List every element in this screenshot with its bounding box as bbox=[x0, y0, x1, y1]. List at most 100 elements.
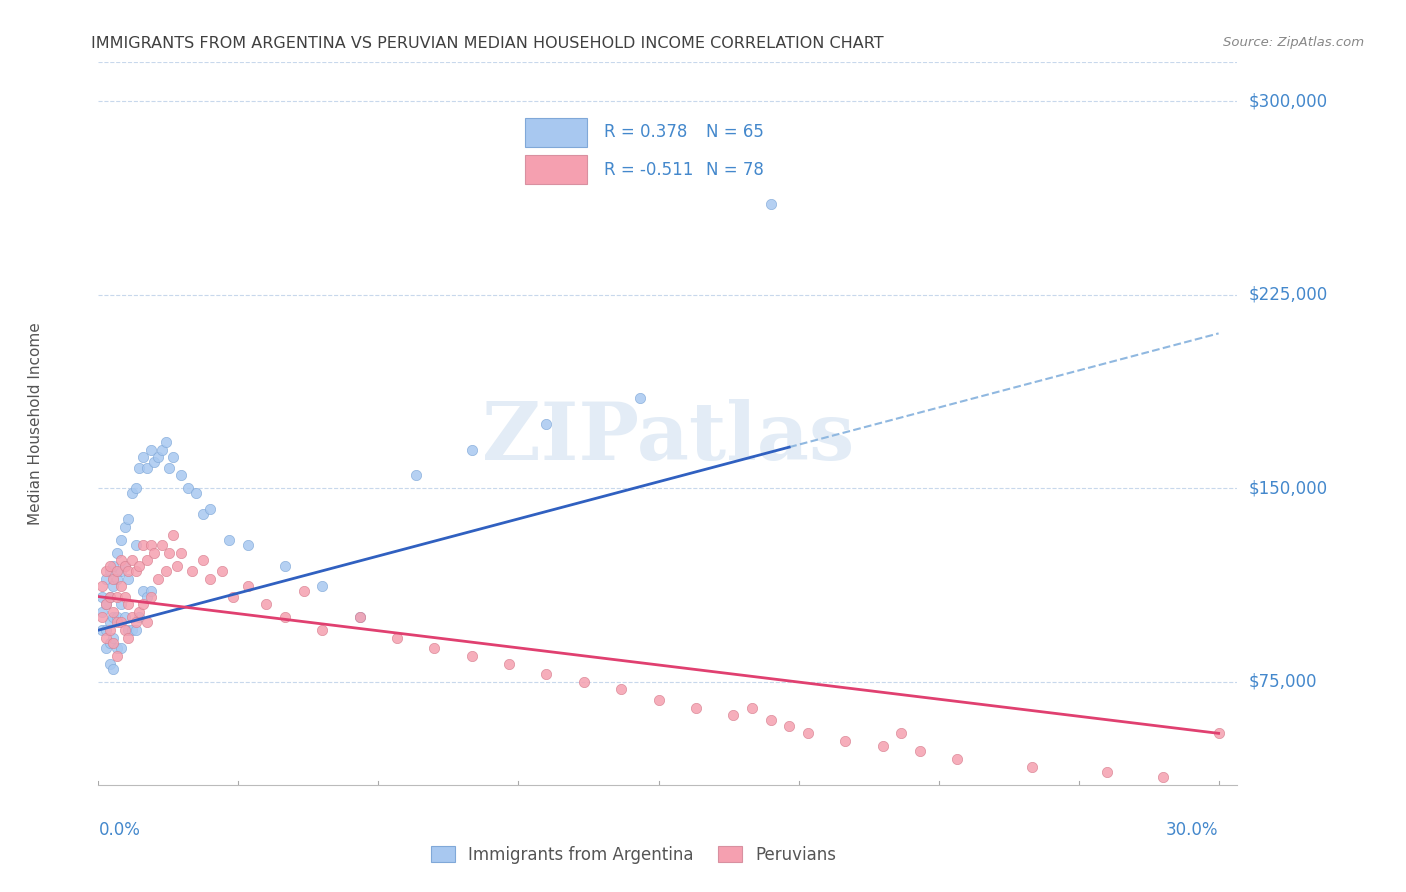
Point bbox=[136, 553, 159, 567]
Point bbox=[105, 610, 128, 624]
Point bbox=[125, 615, 148, 630]
Point bbox=[125, 564, 148, 578]
Point bbox=[91, 623, 114, 637]
Point bbox=[222, 590, 245, 604]
Point bbox=[114, 520, 136, 534]
Text: N = 65: N = 65 bbox=[706, 123, 763, 141]
Point bbox=[114, 610, 136, 624]
Point bbox=[797, 726, 820, 740]
Point bbox=[610, 682, 633, 697]
Point bbox=[128, 460, 150, 475]
Point bbox=[110, 641, 132, 656]
Point bbox=[110, 553, 132, 567]
Point bbox=[117, 564, 139, 578]
Text: IMMIGRANTS FROM ARGENTINA VS PERUVIAN MEDIAN HOUSEHOLD INCOME CORRELATION CHART: IMMIGRANTS FROM ARGENTINA VS PERUVIAN ME… bbox=[91, 36, 884, 51]
Text: Median Household Income: Median Household Income bbox=[28, 322, 44, 525]
Point bbox=[946, 752, 969, 766]
Point bbox=[1021, 760, 1043, 774]
Legend: Immigrants from Argentina, Peruvians: Immigrants from Argentina, Peruvians bbox=[425, 839, 842, 871]
Point bbox=[105, 546, 128, 560]
Point bbox=[105, 564, 128, 578]
Point bbox=[461, 442, 484, 457]
Point bbox=[721, 708, 744, 723]
Point bbox=[256, 598, 278, 612]
Point bbox=[143, 546, 166, 560]
Point bbox=[132, 538, 155, 552]
Point bbox=[132, 598, 155, 612]
FancyBboxPatch shape bbox=[526, 155, 588, 184]
Point bbox=[98, 636, 121, 650]
Point bbox=[834, 734, 856, 748]
Point bbox=[146, 450, 169, 465]
Point bbox=[105, 615, 128, 630]
Point bbox=[385, 631, 408, 645]
Point bbox=[98, 623, 121, 637]
Text: $150,000: $150,000 bbox=[1249, 479, 1327, 497]
Text: N = 78: N = 78 bbox=[706, 161, 763, 178]
Point bbox=[191, 507, 214, 521]
Point bbox=[103, 610, 125, 624]
Point bbox=[146, 572, 169, 586]
Text: R = -0.511: R = -0.511 bbox=[605, 161, 693, 178]
Point bbox=[103, 558, 125, 573]
FancyBboxPatch shape bbox=[526, 118, 588, 146]
Point bbox=[114, 623, 136, 637]
Point bbox=[91, 579, 114, 593]
Point bbox=[157, 546, 180, 560]
Point bbox=[162, 450, 184, 465]
Point bbox=[166, 558, 188, 573]
Point bbox=[169, 546, 191, 560]
Text: 0.0%: 0.0% bbox=[98, 821, 141, 839]
Point bbox=[647, 693, 669, 707]
Point bbox=[121, 486, 143, 500]
Point bbox=[136, 460, 159, 475]
Point bbox=[94, 572, 117, 586]
Point bbox=[349, 610, 371, 624]
Point bbox=[1152, 770, 1174, 784]
Point bbox=[98, 558, 121, 573]
Point bbox=[91, 590, 114, 604]
Point bbox=[211, 564, 233, 578]
Point bbox=[218, 533, 240, 547]
Point bbox=[103, 572, 125, 586]
Point bbox=[98, 590, 121, 604]
Point bbox=[105, 641, 128, 656]
Point bbox=[121, 623, 143, 637]
Point bbox=[143, 455, 166, 469]
Point bbox=[98, 590, 121, 604]
Point bbox=[125, 481, 148, 495]
Point bbox=[128, 610, 150, 624]
Point bbox=[872, 739, 894, 754]
Point bbox=[98, 564, 121, 578]
Point bbox=[125, 538, 148, 552]
Point bbox=[890, 726, 912, 740]
Point bbox=[139, 538, 162, 552]
Point bbox=[117, 631, 139, 645]
Point bbox=[139, 590, 162, 604]
Point bbox=[169, 468, 191, 483]
Point bbox=[741, 700, 763, 714]
Point bbox=[628, 391, 651, 405]
Point bbox=[110, 615, 132, 630]
Point bbox=[1208, 726, 1230, 740]
Point bbox=[132, 450, 155, 465]
Point bbox=[117, 623, 139, 637]
Point bbox=[461, 648, 484, 663]
Point bbox=[162, 527, 184, 541]
Point bbox=[139, 584, 162, 599]
Point bbox=[236, 538, 259, 552]
Point bbox=[759, 714, 782, 728]
Point bbox=[132, 584, 155, 599]
Point bbox=[180, 564, 202, 578]
Point bbox=[98, 615, 121, 630]
Point bbox=[94, 598, 117, 612]
Point bbox=[150, 442, 173, 457]
Text: 30.0%: 30.0% bbox=[1166, 821, 1219, 839]
Point bbox=[274, 558, 297, 573]
Point bbox=[98, 657, 121, 671]
Point bbox=[110, 564, 132, 578]
Point bbox=[103, 636, 125, 650]
Point bbox=[114, 558, 136, 573]
Point bbox=[184, 486, 207, 500]
Point bbox=[1095, 765, 1118, 780]
